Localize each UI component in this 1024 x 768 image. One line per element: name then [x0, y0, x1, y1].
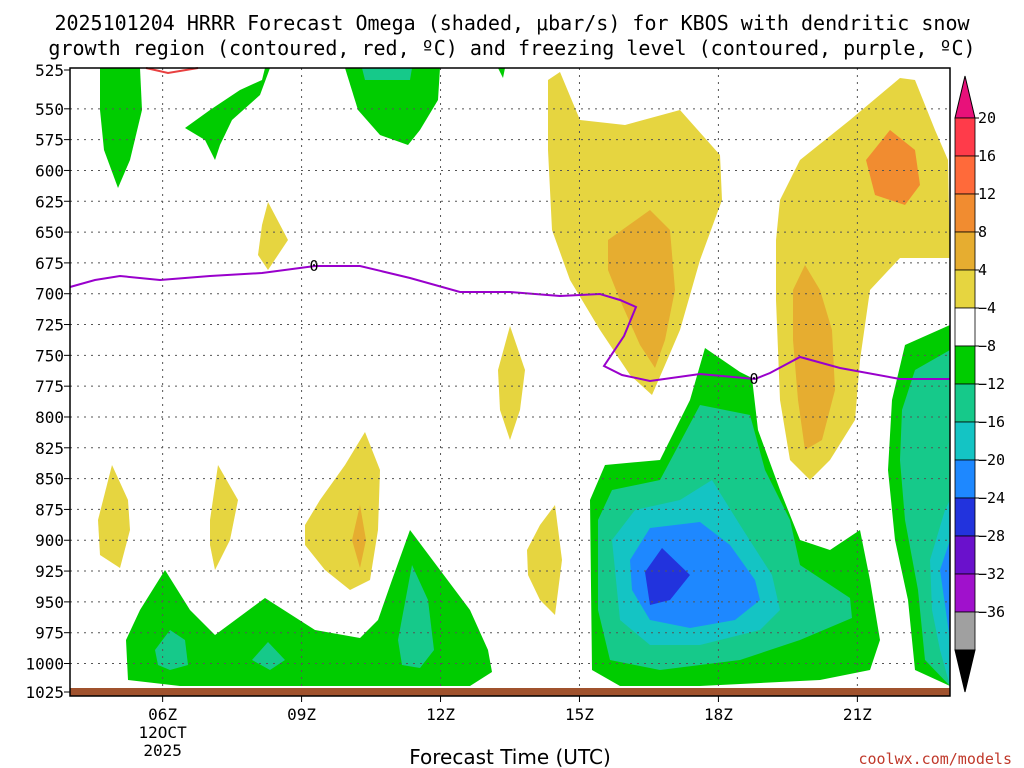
y-tick-label: 750 — [35, 346, 64, 365]
x-tick-label: 06Z — [148, 705, 177, 724]
colorbar-swatch — [954, 307, 976, 347]
ground-strip — [70, 688, 950, 696]
colorbar-swatch — [954, 573, 976, 613]
colorbar-label: 16 — [978, 147, 996, 165]
omega-region — [498, 68, 505, 78]
colorbar-label: 4 — [978, 261, 987, 279]
colorbar-swatch — [954, 535, 976, 575]
credit-text: coolwx.com/models — [858, 750, 1012, 768]
omega-region — [645, 548, 690, 605]
omega-region — [185, 68, 270, 160]
x-tick-label: 09Z — [287, 705, 316, 724]
colorbar-swatch — [954, 383, 976, 423]
y-tick-label: 575 — [35, 131, 64, 150]
colorbar-label: −20 — [978, 451, 1005, 469]
colorbar-label: −28 — [978, 527, 1005, 545]
omega-region — [398, 565, 434, 668]
colorbar-label: −36 — [978, 603, 1005, 621]
y-tick-label: 1025 — [25, 683, 64, 702]
colorbar-label: 20 — [978, 109, 996, 127]
omega-region — [608, 210, 675, 368]
y-tick-label: 675 — [35, 254, 64, 273]
y-tick-label: 975 — [35, 624, 64, 643]
colorbar-swatch — [954, 345, 976, 385]
freezing-level-label: 0 — [309, 257, 318, 275]
colorbar-swatch — [954, 155, 976, 195]
colorbar-label: −8 — [978, 337, 996, 355]
plot-area: 0 0 — [69, 67, 951, 697]
colorbar-swatch — [954, 231, 976, 271]
colorbar-arrow-bottom — [954, 649, 976, 693]
y-tick-label: 925 — [35, 562, 64, 581]
omega-shading — [98, 68, 950, 686]
omega-region — [940, 540, 950, 640]
omega-region — [258, 202, 288, 270]
omega-region — [345, 68, 440, 145]
y-tick-label: 950 — [35, 593, 64, 612]
y-tick-label: 550 — [35, 100, 64, 119]
x-tick-label: 12Z — [426, 705, 455, 724]
omega-region — [527, 505, 562, 615]
x-tick-date: 12OCT — [139, 723, 188, 742]
omega-region — [866, 130, 920, 205]
omega-region — [252, 642, 285, 670]
y-tick-label: 650 — [35, 223, 64, 242]
y-tick-label: 600 — [35, 161, 64, 180]
omega-region — [100, 68, 142, 188]
y-tick-label: 525 — [35, 61, 64, 80]
omega-region — [155, 630, 188, 670]
colorbar-swatch — [954, 193, 976, 233]
y-tick-label: 875 — [35, 500, 64, 519]
x-tick-label: 15Z — [565, 705, 594, 724]
y-tick-label: 625 — [35, 192, 64, 211]
omega-region — [793, 265, 835, 450]
colorbar-swatch — [954, 497, 976, 537]
colorbar-swatch — [954, 117, 976, 157]
colorbar-swatch — [954, 459, 976, 499]
colorbar-arrow-top — [954, 75, 976, 119]
y-tick-label: 800 — [35, 408, 64, 427]
chart-title-line1: 2025101204 HRRR Forecast Omega (shaded, … — [54, 11, 970, 35]
chart-title-line2: growth region (contoured, red, ºC) and f… — [48, 36, 975, 60]
colorbar-label: −32 — [978, 565, 1005, 583]
colorbar-swatch — [954, 611, 976, 651]
y-tick-label: 775 — [35, 377, 64, 396]
colorbar: 20 16 12 8 4 −4 −8 −12 −16 −20 −24 −28 −32 −36 — [954, 75, 1005, 693]
y-tick-label: 850 — [35, 470, 64, 489]
colorbar-swatch — [954, 269, 976, 309]
colorbar-label: −4 — [978, 299, 996, 317]
omega-region — [930, 500, 950, 686]
colorbar-label: 12 — [978, 185, 996, 203]
dendritic-contour — [145, 67, 199, 75]
plot-frame — [69, 67, 951, 697]
x-tick-label: 21Z — [843, 705, 872, 724]
y-tick-label: 825 — [35, 439, 64, 458]
y-tick-label: 700 — [35, 285, 64, 304]
x-axis-label: Forecast Time (UTC) — [409, 745, 611, 768]
freezing-level-label: 0 — [749, 370, 758, 388]
colorbar-label: −16 — [978, 413, 1005, 431]
omega-region — [98, 465, 130, 568]
colorbar-swatch — [954, 421, 976, 461]
freezing-level-contour — [69, 265, 950, 383]
colorbar-label: −12 — [978, 375, 1005, 393]
omega-region — [362, 68, 412, 80]
x-tick-label: 18Z — [704, 705, 733, 724]
y-axis: 525 550 575 600 625 650 675 700 725 750 775 800 825 8… — [25, 61, 70, 702]
y-tick-label: 1000 — [25, 655, 64, 674]
y-tick-label: 725 — [35, 316, 64, 335]
y-tick-label: 900 — [35, 531, 64, 550]
x-tick-year: 2025 — [143, 741, 182, 760]
colorbar-label: −24 — [978, 489, 1005, 507]
colorbar-label: 8 — [978, 223, 987, 241]
omega-region — [210, 465, 238, 570]
omega-region — [498, 326, 525, 440]
omega-region — [352, 505, 366, 568]
